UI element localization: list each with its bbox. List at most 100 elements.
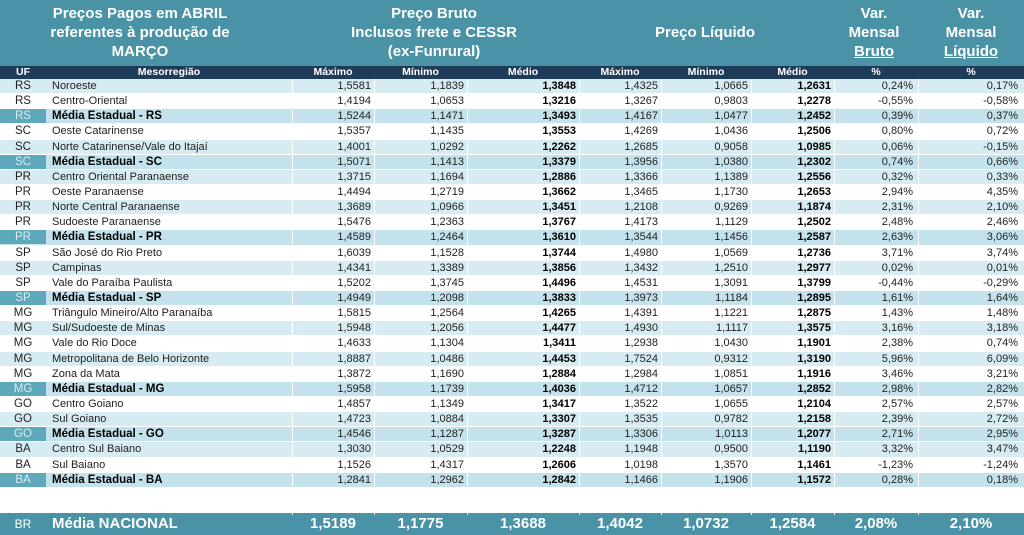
value-cell: 1,7524 — [624, 352, 658, 365]
table-header: Preços Pagos em ABRIL referentes à produ… — [0, 0, 1024, 66]
table-row: PR Oeste Paranaense 1,4494 1,2719 1,3662 1,34… — [0, 184, 1024, 201]
value-cell: 1,0851 — [714, 367, 748, 380]
column-divider — [834, 79, 835, 515]
gross-heading-line-2: Inclusos frete e CESSR — [351, 24, 517, 41]
value-cell: 1,3689 — [337, 201, 371, 214]
value-cell: 1,0657 — [714, 382, 748, 395]
value-cell: 1,2984 — [624, 367, 658, 380]
value-cell: 1,1839 — [430, 80, 464, 92]
value-cell: 1,2502 — [797, 216, 831, 229]
table-row: SP São José do Rio Preto 1,6039 1,1528 1,374… — [0, 245, 1024, 261]
mesorregiao-cell: São José do Rio Preto — [52, 246, 163, 259]
title-line-3: MARÇO — [111, 43, 169, 60]
value-cell: 1,0985 — [797, 140, 831, 153]
mesorregiao-cell: Centro Sul Baiano — [52, 443, 142, 456]
col-mesorregiao: Mesorregião — [137, 66, 201, 78]
value-cell: 1,2464 — [430, 231, 464, 244]
value-cell: 1,3570 — [714, 458, 748, 471]
value-cell: 1,1730 — [714, 185, 748, 198]
value-cell: 1,4531 — [624, 276, 658, 289]
value-cell: 1,0486 — [430, 352, 464, 365]
mesorregiao-cell: Média Estadual - MG — [52, 382, 165, 395]
footer-gross-max: 1,5189 — [310, 515, 356, 532]
value-cell: 3,47% — [986, 443, 1018, 456]
value-cell: 1,3389 — [430, 261, 464, 274]
value-cell: 2,46% — [986, 216, 1018, 229]
value-cell: 1,1304 — [430, 337, 464, 350]
value-cell: 0,9500 — [714, 443, 748, 456]
value-cell: 1,3553 — [542, 125, 576, 138]
value-cell: 1,4194 — [337, 95, 371, 108]
table-row: MG Zona da Mata 1,3872 1,1690 1,2884 1,2984 1,… — [0, 366, 1024, 382]
value-cell: 1,2606 — [542, 458, 576, 471]
value-cell: 0,9269 — [714, 201, 748, 214]
value-cell: 1,3715 — [337, 170, 371, 183]
value-cell: 1,2510 — [714, 261, 748, 274]
col-gross-min: Mínimo — [402, 66, 439, 78]
value-cell: 1,4633 — [337, 337, 371, 350]
value-cell: 1,4269 — [624, 125, 658, 138]
value-cell: 1,1349 — [430, 397, 464, 410]
value-cell: 1,3767 — [542, 216, 576, 229]
value-cell: 1,3465 — [624, 185, 658, 198]
value-cell: 1,3872 — [337, 367, 371, 380]
value-cell: 1,1287 — [430, 428, 464, 441]
mesorregiao-cell: Vale do Rio Doce — [52, 337, 137, 350]
value-cell: 1,3287 — [542, 428, 576, 441]
value-cell: 1,2077 — [797, 428, 831, 441]
value-cell: 1,2884 — [542, 367, 576, 380]
value-cell: 0,72% — [986, 125, 1018, 138]
value-cell: 1,0884 — [430, 413, 464, 426]
value-cell: 1,2108 — [624, 201, 658, 214]
value-cell: 1,2452 — [797, 110, 831, 123]
col-uf: UF — [16, 66, 30, 78]
mesorregiao-cell: Centro Goiano — [52, 397, 124, 410]
table-row: GO Centro Goiano 1,4857 1,1349 1,3417 1,3522 1… — [0, 396, 1024, 413]
value-cell: 1,3744 — [542, 246, 576, 259]
value-cell: 1,5581 — [337, 80, 371, 92]
value-cell: 1,1471 — [430, 110, 464, 123]
column-divider — [918, 79, 919, 515]
value-cell: 2,71% — [881, 428, 913, 441]
table-row: SC Oeste Catarinense 1,5357 1,1435 1,3553 1,4… — [0, 124, 1024, 140]
price-table-body: RS Noroeste 1,5581 1,1839 1,3848 1,4325 1,0665… — [0, 79, 1024, 488]
value-cell: 1,4001 — [337, 140, 371, 153]
value-cell: 1,3535 — [624, 413, 658, 426]
value-cell: -1,24% — [983, 458, 1018, 471]
value-cell: 2,63% — [881, 231, 913, 244]
value-cell: 1,1528 — [430, 246, 464, 259]
value-cell: 1,8887 — [337, 352, 371, 365]
state-average-row: SP Média Estadual - SP 1,4949 1,2098 1,3833 1… — [0, 290, 1024, 307]
table-row: SC Norte Catarinense/Vale do Itajaí 1,4001… — [0, 139, 1024, 155]
uf-cell: SC — [0, 154, 46, 169]
value-cell: 1,2852 — [797, 382, 831, 395]
value-cell: 3,06% — [986, 231, 1018, 244]
value-cell: 1,3856 — [542, 261, 576, 274]
table-row: MG Metropolitana de Belo Horizonte 1,8887 1… — [0, 351, 1024, 367]
uf-cell: MG — [13, 352, 33, 365]
value-cell: 1,2631 — [797, 80, 831, 92]
value-cell: 1,3216 — [542, 95, 576, 108]
value-cell: 0,9312 — [714, 352, 748, 365]
value-cell: 6,09% — [986, 352, 1018, 365]
uf-cell: SC — [15, 140, 31, 153]
uf-cell: PR — [15, 216, 31, 229]
value-cell: 1,61% — [881, 291, 913, 304]
value-cell: 1,4265 — [542, 307, 576, 320]
value-cell: 1,64% — [986, 291, 1018, 304]
value-cell: 1,3190 — [797, 352, 831, 365]
uf-cell: PR — [0, 230, 46, 245]
value-cell: 1,4317 — [430, 458, 464, 471]
footer-uf: BR — [14, 517, 32, 531]
value-cell: 1,5815 — [337, 307, 371, 320]
state-average-row: RS Média Estadual - RS 1,5244 1,1471 1,3493 1… — [0, 109, 1024, 125]
value-cell: 0,01% — [986, 261, 1018, 274]
value-cell: 2,48% — [881, 216, 913, 229]
value-cell: 1,2104 — [797, 397, 831, 410]
footer-net-max: 1,4042 — [597, 515, 643, 532]
mesorregiao-cell: Média Estadual - RS — [52, 110, 162, 123]
var-gross-line-3: Bruto — [854, 43, 894, 60]
value-cell: 2,98% — [881, 382, 913, 395]
value-cell: 2,95% — [986, 428, 1018, 441]
var-gross-line-1: Var. — [860, 5, 888, 22]
